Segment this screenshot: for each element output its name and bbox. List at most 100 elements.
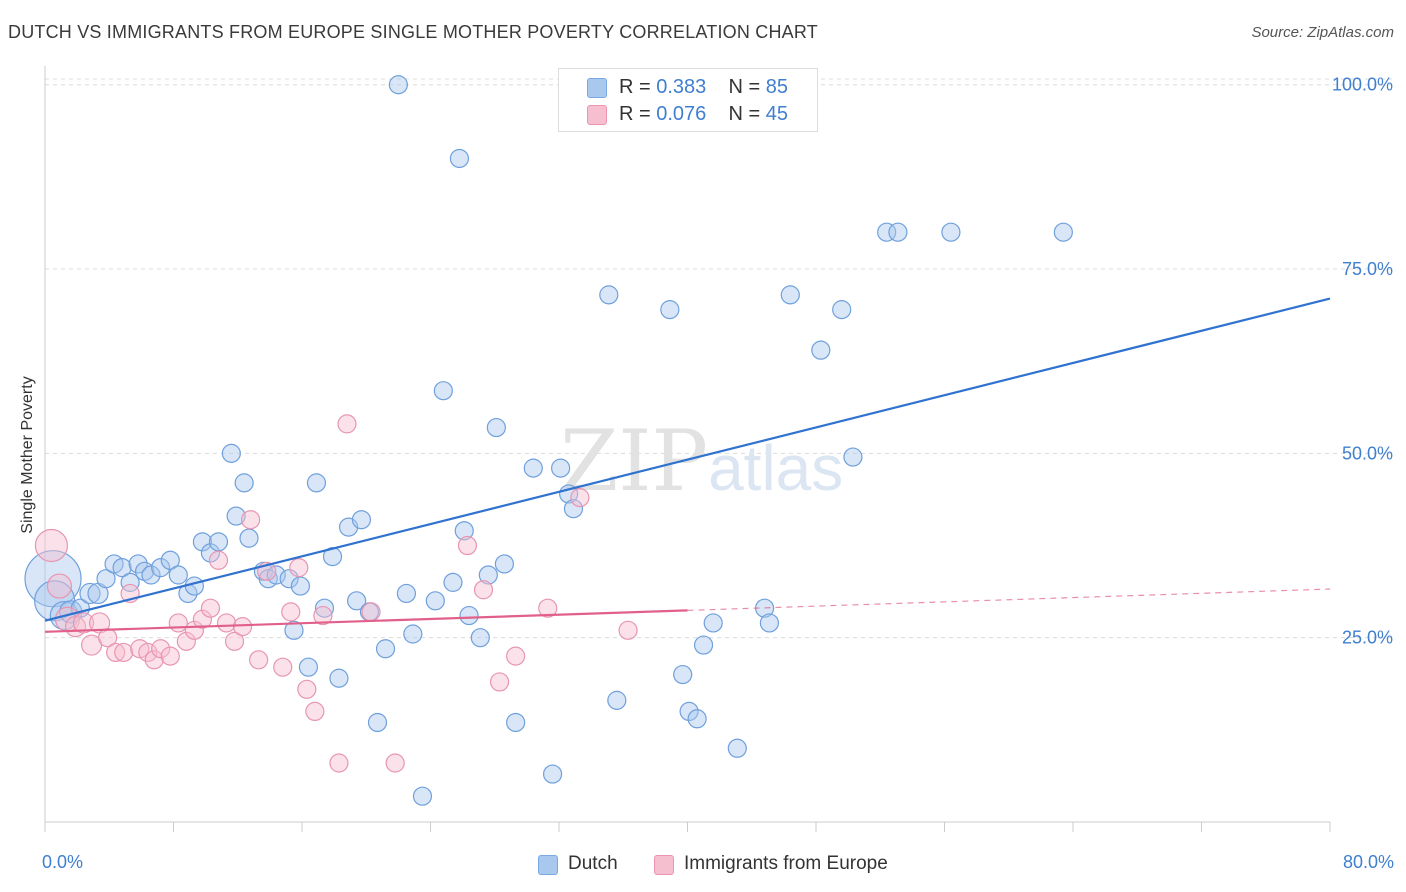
immigrants-point-39 bbox=[473, 580, 494, 600]
dutch-point-84 bbox=[1053, 222, 1073, 242]
dutch-point-45 bbox=[403, 624, 423, 644]
immigrants-point-8 bbox=[106, 642, 126, 663]
dutch-point-46 bbox=[412, 786, 433, 806]
source-label: Source: ZipAtlas.com bbox=[1251, 24, 1394, 41]
dutch-point-43 bbox=[388, 75, 408, 95]
dutch-swatch bbox=[587, 78, 607, 98]
dutch-point-20 bbox=[200, 543, 221, 563]
dutch-point-29 bbox=[279, 569, 299, 589]
dutch-n-value: 85 bbox=[765, 76, 789, 98]
dutch-point-25 bbox=[239, 528, 259, 548]
immigrants-point-12 bbox=[138, 642, 158, 663]
dutch-point-70 bbox=[679, 701, 699, 722]
y-tick-label-75: 75.0% bbox=[1342, 259, 1393, 279]
dutch-point-41 bbox=[367, 712, 388, 733]
dutch-r-value: 0.383 bbox=[656, 76, 707, 98]
dutch-point-5 bbox=[79, 582, 101, 605]
chart-title: DUTCH VS IMMIGRANTS FROM EUROPE SINGLE M… bbox=[8, 22, 818, 42]
dutch-point-51 bbox=[454, 521, 474, 541]
legend-dutch-label: Dutch bbox=[568, 853, 618, 874]
dutch-point-76 bbox=[759, 613, 780, 633]
dutch-point-13 bbox=[141, 565, 161, 585]
immigrants-point-26 bbox=[249, 650, 269, 670]
dutch-trend-line bbox=[44, 297, 1331, 622]
legend-immigrants-label: Immigrants from Europe bbox=[684, 853, 888, 874]
dutch-point-65 bbox=[607, 690, 627, 710]
immigrants-point-29 bbox=[281, 602, 301, 622]
dutch-point-30 bbox=[284, 620, 304, 640]
immigrants-point-41 bbox=[506, 646, 526, 666]
y-tick-label-25: 25.0% bbox=[1342, 628, 1393, 648]
dutch-point-59 bbox=[542, 764, 563, 784]
immigrants-point-35 bbox=[337, 414, 357, 434]
immigrants-point-4 bbox=[72, 612, 95, 634]
dutch-point-81 bbox=[877, 222, 897, 242]
immigrants-points bbox=[34, 414, 638, 773]
dutch-point-71 bbox=[687, 709, 707, 729]
dutch-point-48 bbox=[433, 381, 453, 401]
dutch-point-16 bbox=[168, 565, 188, 585]
x-tick-max: 80.0% bbox=[1342, 852, 1394, 872]
dutch-point-55 bbox=[486, 417, 506, 438]
grid-lines bbox=[45, 78, 1392, 639]
dutch-point-56 bbox=[494, 554, 514, 574]
dutch-point-44 bbox=[396, 583, 417, 604]
immigrants-point-32 bbox=[305, 701, 325, 722]
stats-text-dutch: R = 0.383 N = 85 bbox=[619, 76, 788, 99]
y-tick-label-100: 100.0% bbox=[1332, 75, 1393, 95]
immigrants-point-33 bbox=[313, 605, 333, 626]
immigrants-point-17 bbox=[176, 631, 196, 651]
dutch-point-79 bbox=[832, 300, 852, 320]
immigrants-point-20 bbox=[200, 598, 221, 618]
dutch-point-10 bbox=[120, 572, 140, 592]
y-tick-label-50: 50.0% bbox=[1342, 443, 1393, 463]
dutch-point-73 bbox=[703, 613, 723, 633]
legend-dutch-swatch bbox=[538, 855, 558, 875]
dutch-point-50 bbox=[449, 148, 470, 169]
dutch-point-24 bbox=[234, 473, 254, 493]
watermark: ZIPatlas bbox=[560, 412, 843, 510]
immigrants-point-44 bbox=[618, 620, 638, 640]
stats-text-immigrants: R = 0.076 N = 45 bbox=[619, 103, 788, 126]
immigrants-point-25 bbox=[241, 510, 261, 530]
immigrants-point-23 bbox=[224, 631, 245, 651]
dutch-points bbox=[24, 75, 1073, 806]
imm-r-label: R = bbox=[619, 103, 657, 125]
dutch-point-22 bbox=[221, 443, 241, 463]
dutch-point-80 bbox=[843, 447, 863, 467]
dutch-point-72 bbox=[693, 635, 714, 655]
immigrants-point-1 bbox=[46, 573, 73, 599]
immigrants-point-31 bbox=[297, 679, 317, 699]
immigrants-trend-line-extension bbox=[687, 588, 1331, 612]
dutch-point-57 bbox=[506, 712, 526, 733]
immigrants-point-0 bbox=[34, 528, 69, 563]
dutch-point-64 bbox=[599, 285, 619, 305]
x-tick-min: 0.0% bbox=[42, 852, 84, 872]
series-legend: Dutch Immigrants from Europe bbox=[0, 850, 1406, 880]
watermark-atlas: atlas bbox=[708, 432, 843, 504]
dutch-point-11 bbox=[128, 554, 148, 574]
dutch-point-36 bbox=[329, 668, 349, 688]
dutch-point-28 bbox=[266, 565, 286, 585]
dutch-point-39 bbox=[347, 591, 367, 611]
dutch-point-23 bbox=[226, 506, 246, 526]
immigrants-trend-line bbox=[44, 609, 688, 633]
dutch-point-74 bbox=[727, 738, 747, 758]
dutch-point-60 bbox=[551, 458, 571, 478]
immigrants-point-14 bbox=[151, 639, 171, 659]
imm-n-label: N = bbox=[728, 103, 766, 125]
immigrants-point-34 bbox=[329, 753, 349, 773]
dutch-point-77 bbox=[780, 285, 800, 305]
dutch-point-15 bbox=[160, 550, 180, 570]
dutch-point-21 bbox=[208, 532, 229, 552]
dutch-point-31 bbox=[290, 576, 310, 596]
axes bbox=[44, 66, 1331, 832]
dutch-point-53 bbox=[470, 628, 490, 648]
dutch-point-42 bbox=[375, 639, 396, 659]
dutch-r-label: R = bbox=[619, 76, 657, 98]
immigrants-point-38 bbox=[457, 535, 478, 556]
immigrants-point-9 bbox=[114, 642, 134, 663]
dutch-point-14 bbox=[151, 558, 171, 578]
dutch-point-12 bbox=[134, 561, 155, 581]
dutch-point-52 bbox=[459, 605, 479, 626]
